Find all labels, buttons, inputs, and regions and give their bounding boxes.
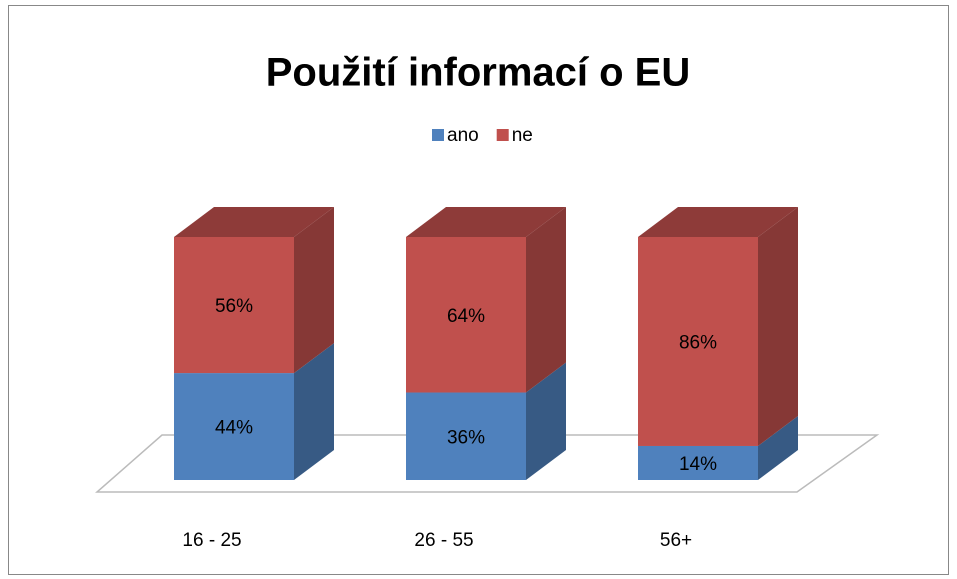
data-label: 56% bbox=[215, 296, 253, 317]
x-tick-label: 16 - 25 bbox=[182, 530, 241, 551]
data-label: 36% bbox=[447, 427, 485, 448]
bar-top bbox=[638, 207, 798, 237]
legend-swatch bbox=[496, 129, 509, 141]
x-tick-label: 56+ bbox=[660, 530, 692, 551]
bar-front bbox=[638, 237, 758, 446]
bar-side bbox=[526, 207, 566, 393]
data-label: 14% bbox=[679, 454, 717, 475]
bar-front bbox=[174, 237, 294, 374]
bar-side bbox=[526, 362, 566, 480]
legend-label: ne bbox=[512, 125, 533, 146]
bar-side bbox=[294, 343, 334, 480]
data-label: 86% bbox=[679, 333, 717, 354]
bar-front bbox=[406, 237, 526, 393]
bar-front bbox=[406, 392, 526, 480]
legend-swatch bbox=[432, 129, 444, 141]
legend-label: ano bbox=[447, 125, 479, 146]
chart-title: Použití informací o EU bbox=[266, 51, 690, 95]
bar-side bbox=[758, 207, 798, 446]
bar-side bbox=[758, 415, 798, 480]
bar-front bbox=[638, 445, 758, 480]
data-label: 44% bbox=[215, 418, 253, 439]
bar-top bbox=[406, 207, 566, 237]
bar-front bbox=[174, 373, 294, 480]
bar-side bbox=[294, 207, 334, 374]
x-tick-label: 26 - 55 bbox=[414, 530, 473, 551]
bar-top bbox=[174, 207, 334, 237]
data-label: 64% bbox=[447, 306, 485, 327]
